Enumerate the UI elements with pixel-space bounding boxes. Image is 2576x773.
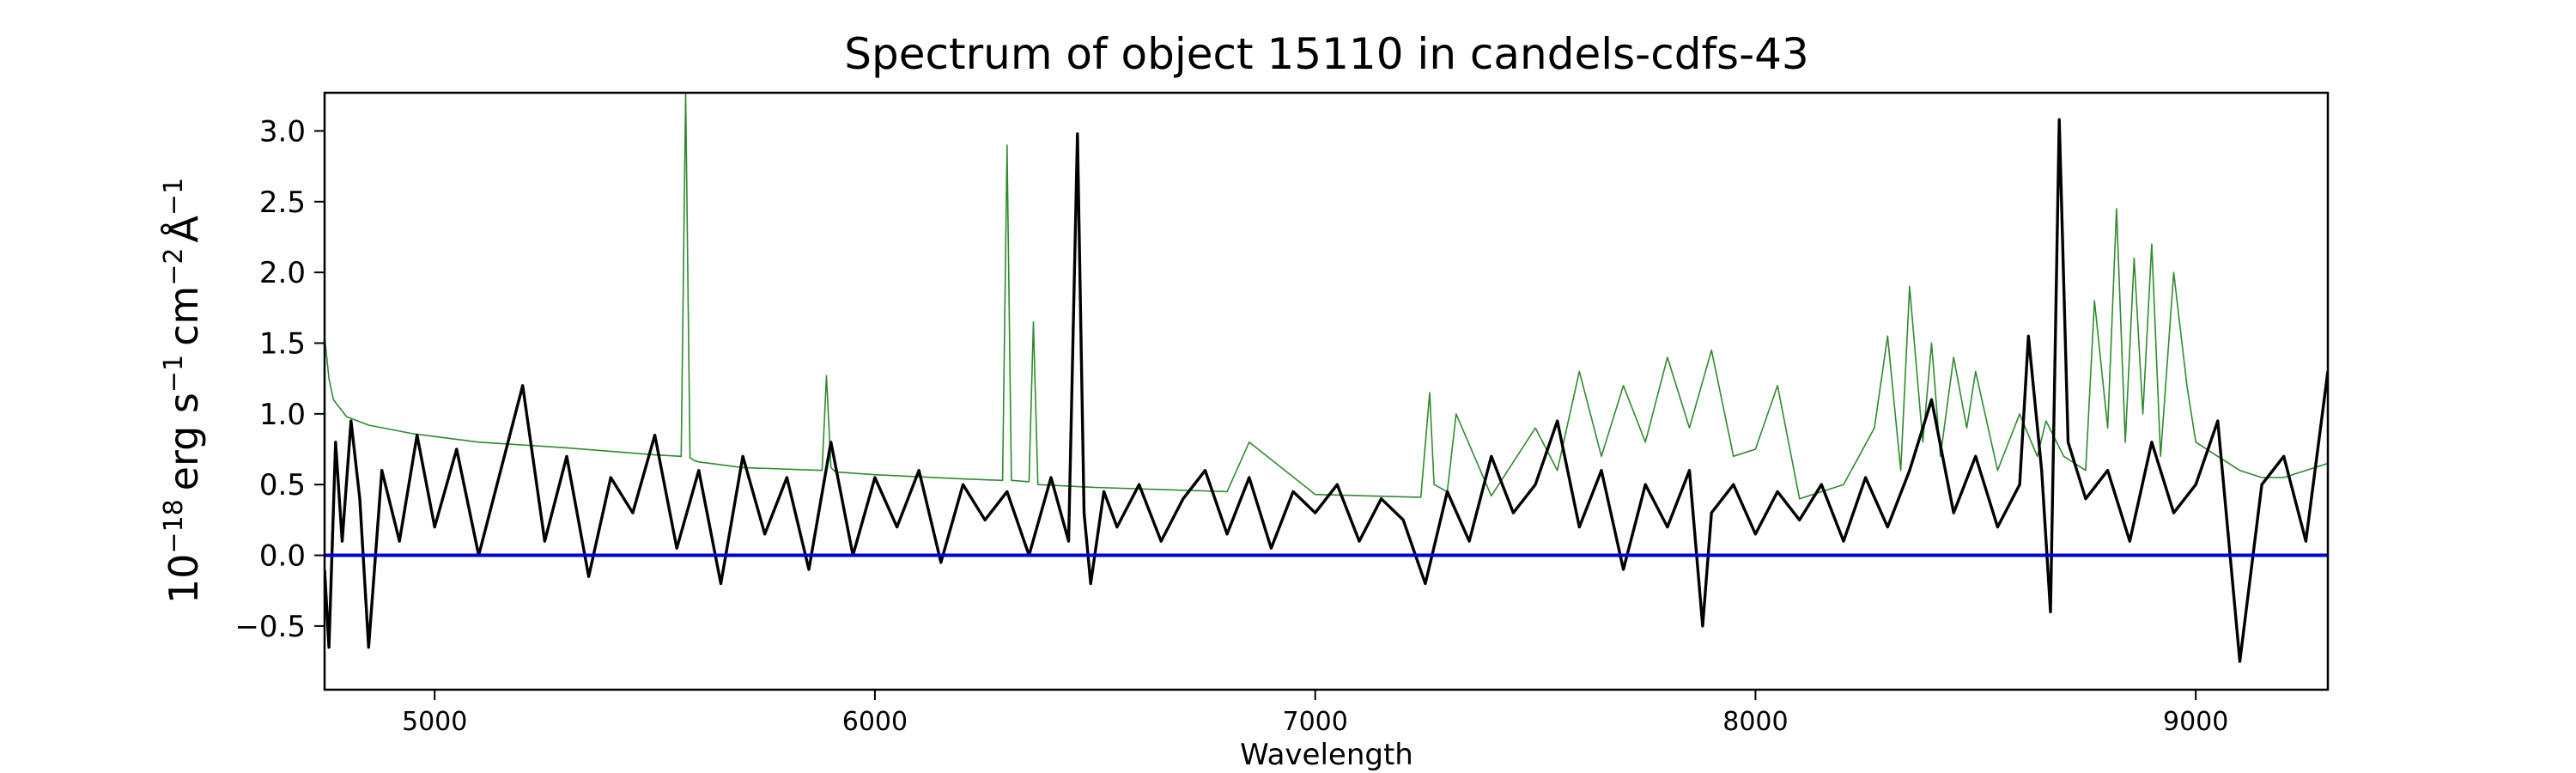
- ylabel-exp: −18: [159, 499, 189, 553]
- series-layer: [325, 93, 2328, 663]
- y-axis-label: 10−18erg s−1cm−2Å−1: [159, 178, 207, 604]
- x-axis: 5000 6000 7000 8000 9000: [402, 690, 2228, 737]
- ylabel-ang: Å: [161, 216, 207, 243]
- ylabel-exp-cm: −2: [159, 248, 189, 286]
- y-tick-label: 1.5: [259, 327, 306, 362]
- ylabel-erg: erg s: [161, 393, 207, 490]
- x-axis-label: Wavelength: [1240, 738, 1413, 772]
- chart-title: Spectrum of object 15110 in candels-cdfs…: [844, 29, 1809, 79]
- ylabel-exp-ang: −1: [159, 178, 189, 216]
- x-tick-label: 5000: [402, 707, 467, 737]
- ylabel-base: 10: [161, 554, 207, 605]
- series-line-flux: [325, 118, 2328, 663]
- ylabel-exp-s: −1: [159, 355, 189, 393]
- x-tick-label: 7000: [1283, 707, 1348, 737]
- y-tick-label: 0.5: [259, 468, 306, 502]
- y-tick-label: 3.0: [259, 114, 306, 149]
- x-tick-label: 9000: [2163, 707, 2228, 737]
- y-tick-label: −0.5: [234, 610, 306, 644]
- y-tick-label: 2.0: [259, 256, 306, 290]
- series-line-sky: [325, 93, 2328, 500]
- x-tick-label: 6000: [842, 707, 908, 737]
- y-axis: −0.5 0.0 0.5 1.0 1.5 2.0 2.5 3.0: [234, 114, 325, 644]
- ylabel-cm: cm: [161, 286, 207, 346]
- y-tick-label: 1.0: [259, 398, 306, 432]
- y-tick-label: 2.5: [259, 186, 306, 220]
- y-tick-label: 0.0: [259, 539, 306, 574]
- x-tick-label: 8000: [1722, 707, 1788, 737]
- plot-frame: [323, 91, 2330, 691]
